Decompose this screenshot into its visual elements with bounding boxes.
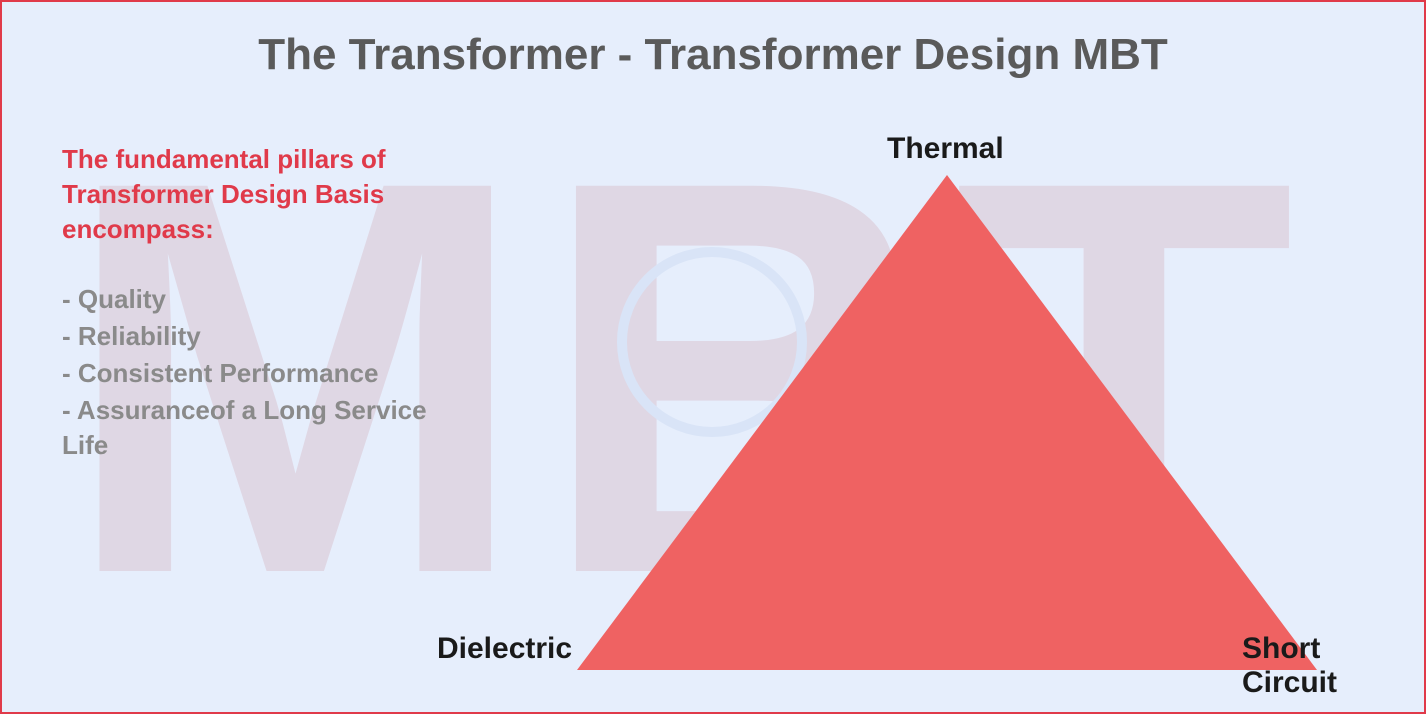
triangle-diagram: Thermal Dielectric Short Circuit bbox=[577, 172, 1317, 670]
vertex-label-bottom-left: Dielectric bbox=[437, 632, 572, 666]
page-title: The Transformer - Transformer Design MBT bbox=[2, 30, 1424, 80]
pillars-list: - Quality- Reliability- Consistent Perfo… bbox=[62, 282, 442, 465]
triangle-shape bbox=[577, 172, 1317, 670]
vertex-label-top: Thermal bbox=[887, 132, 1004, 166]
intro-text: The fundamental pillars of Transformer D… bbox=[62, 142, 442, 247]
vertex-label-bottom-right: Short Circuit bbox=[1242, 632, 1337, 700]
pillar-item: - Assuranceof a Long Service Life bbox=[62, 393, 442, 463]
pillar-item: - Consistent Performance bbox=[62, 356, 442, 391]
pillar-item: - Quality bbox=[62, 282, 442, 317]
infographic-canvas: MBT The Transformer - Transformer Design… bbox=[0, 0, 1426, 714]
pillar-item: - Reliability bbox=[62, 319, 442, 354]
